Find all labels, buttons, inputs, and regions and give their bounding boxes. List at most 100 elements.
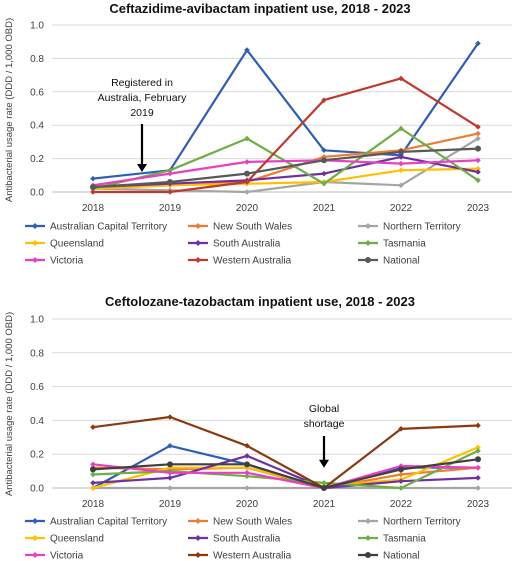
legend-label: National	[383, 256, 420, 267]
data-point	[321, 97, 327, 103]
legend-label: Tasmania	[383, 239, 426, 250]
x-tick-label: 2018	[82, 499, 105, 510]
data-point	[167, 475, 173, 481]
data-point	[244, 473, 250, 479]
legend-label: National	[383, 551, 420, 561]
y-tick-label: 0.2	[30, 450, 44, 461]
data-point	[244, 170, 250, 177]
data-point	[244, 47, 250, 53]
y-tick-label: 0.4	[30, 121, 44, 132]
data-point	[475, 485, 481, 491]
y-tick-label: 0.0	[30, 188, 44, 199]
x-tick-label: 2019	[159, 499, 182, 510]
legend-marker	[195, 223, 201, 229]
data-point	[244, 485, 250, 491]
y-tick-label: 1.0	[30, 21, 44, 32]
data-point	[475, 444, 481, 451]
chart-title: Ceftolozane-tazobactam inpatient use, 20…	[105, 294, 415, 309]
data-point	[167, 178, 173, 185]
legend-marker	[195, 535, 201, 541]
chart-title: Ceftazidime-avibactam inpatient use, 201…	[109, 1, 410, 16]
legend-label: Northern Territory	[383, 517, 461, 528]
legend-marker	[365, 257, 371, 263]
legend-label: Western Australia	[213, 256, 292, 267]
series-line-queensland	[92, 167, 479, 190]
legend-label: Victoria	[50, 256, 84, 267]
data-point	[398, 160, 404, 167]
legend-label: Queensland	[50, 534, 104, 545]
x-tick-label: 2023	[467, 203, 490, 214]
data-point	[475, 177, 481, 184]
annotation-text: Global	[309, 403, 339, 415]
legend-marker	[365, 535, 371, 541]
data-point	[475, 464, 481, 471]
y-tick-label: 0.4	[30, 416, 44, 427]
legend-marker	[195, 257, 201, 263]
legend-label: Australian Capital Territory	[50, 222, 167, 233]
data-point	[167, 461, 173, 468]
data-point	[398, 485, 404, 491]
y-tick-label: 0.8	[30, 54, 44, 65]
annotation-text: Australia, February	[98, 92, 187, 104]
legend-marker	[195, 240, 201, 246]
annotation-arrow-head	[137, 163, 147, 172]
data-point	[244, 453, 250, 459]
y-tick-label: 0.0	[30, 484, 44, 495]
annotation-text: Registered in	[111, 77, 173, 89]
data-point	[90, 189, 96, 195]
data-point	[398, 426, 404, 432]
data-point	[475, 157, 481, 164]
data-point	[244, 442, 250, 449]
legend-label: Victoria	[50, 551, 84, 561]
y-axis-label: Antibacterial usage rate (DDD / 1,000 OB…	[4, 312, 15, 496]
x-tick-label: 2020	[236, 499, 259, 510]
legend-marker	[32, 552, 38, 558]
y-tick-label: 0.2	[30, 154, 44, 165]
annotation-text: shortage	[304, 418, 345, 430]
data-point	[90, 480, 96, 486]
data-point	[321, 147, 327, 154]
data-point	[167, 442, 173, 449]
data-point	[244, 159, 250, 165]
data-point	[167, 167, 173, 174]
series-line-western-australia	[92, 415, 479, 490]
x-tick-label: 2019	[159, 203, 182, 214]
data-point	[321, 180, 327, 187]
y-tick-label: 0.6	[30, 87, 44, 98]
chart-panel-1: Ceftazidime-avibactam inpatient use, 201…	[4, 1, 512, 267]
data-point	[398, 478, 404, 485]
data-point	[90, 485, 96, 491]
series-line-national	[92, 147, 479, 189]
data-point	[475, 130, 481, 137]
data-point	[321, 170, 327, 177]
data-point	[321, 154, 327, 160]
annotation-arrow-head	[319, 459, 329, 468]
legend-label: Queensland	[50, 239, 104, 250]
data-point	[90, 461, 96, 468]
x-tick-label: 2023	[467, 499, 490, 510]
y-axis-label: Antibacterial usage rate (DDD / 1,000 OB…	[4, 18, 15, 202]
data-point	[167, 189, 173, 195]
chart-panel-2: Ceftolozane-tazobactam inpatient use, 20…	[4, 294, 512, 561]
annotation-text: 2019	[130, 107, 154, 119]
data-point	[167, 469, 173, 476]
series-line-northern-territory	[92, 137, 479, 194]
y-tick-label: 0.8	[30, 348, 44, 359]
data-point	[90, 424, 96, 430]
data-point	[398, 75, 404, 82]
legend-marker	[365, 552, 371, 558]
series-line-victoria	[92, 159, 479, 187]
data-point	[167, 414, 173, 420]
data-point	[244, 461, 250, 468]
data-point	[475, 165, 481, 172]
x-tick-label: 2020	[236, 203, 259, 214]
data-point	[90, 471, 96, 478]
legend-label: Western Australia	[213, 551, 292, 561]
legend-marker	[32, 240, 38, 246]
data-point	[244, 189, 250, 195]
data-point	[398, 466, 404, 473]
legend-marker	[195, 518, 201, 524]
data-point	[475, 456, 481, 463]
